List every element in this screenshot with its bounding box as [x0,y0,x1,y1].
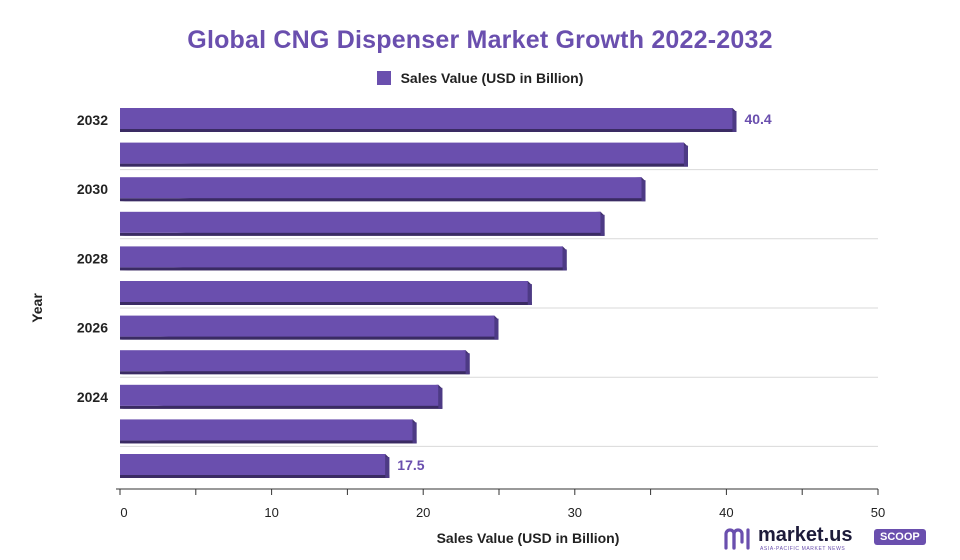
bar-2028 [120,246,567,271]
bar [120,384,439,406]
y-tick-label: 2024 [77,389,108,405]
bar-2022 [120,454,390,478]
bar [120,281,528,302]
bar-2023 [120,419,417,444]
x-tick-label: 40 [719,505,733,520]
bar-2026 [120,315,499,340]
bar-side [412,422,417,444]
brand-badge: SCOOP [874,529,926,545]
legend-label: Sales Value (USD in Billion) [400,70,584,86]
bar-side [527,284,532,305]
bar-bottom-edge [120,129,737,132]
bar-layer [120,108,737,478]
axis-layer [116,488,879,495]
bar-bottom-edge [120,475,390,478]
bar-side [438,387,443,409]
brand-mark-icon [724,528,750,550]
bar [120,211,601,233]
bar-2030 [120,177,646,202]
y-tick-label: 2032 [77,112,108,128]
data-label: 17.5 [397,457,424,473]
x-axis-label: Sales Value (USD in Billion) [436,530,620,546]
brand-logo: market.us ASIA-PACIFIC MARKET NEWS SCOOP [724,522,936,554]
bar-bottom-edge [120,163,688,167]
bar [120,315,495,337]
bar-bottom-edge [120,267,567,271]
bar-bottom-edge [120,232,605,236]
chart-title: Global CNG Dispenser Market Growth 2022-… [187,26,773,54]
brand-tagline: ASIA-PACIFIC MARKET NEWS [760,546,846,552]
bar-2025 [120,350,470,375]
bar-side [385,457,390,478]
x-tick-label: 0 [120,505,127,520]
x-tick-label: 30 [568,505,582,520]
bar [120,419,413,441]
bar-2031 [120,142,688,167]
bar-bottom-edge [120,405,443,409]
bar-side [641,180,646,202]
y-tick-label: 2026 [77,320,108,336]
bar [120,454,386,475]
grid-layer [120,169,878,447]
bar-bottom-edge [120,302,532,305]
data-label: 40.4 [744,111,771,127]
bar-bottom-edge [120,440,417,444]
legend: Sales Value (USD in Billion) [0,70,960,86]
bar-side [600,214,605,236]
brand-name: market.us [758,524,853,546]
bar-side [683,145,688,167]
bar-side [732,111,737,132]
x-tick-label: 20 [416,505,430,520]
bar-bottom-edge [120,198,646,202]
bar-2032 [120,108,737,132]
bar-side [494,318,499,340]
bar-side [562,249,567,271]
bar-2027 [120,281,532,305]
bar-2024 [120,384,443,409]
bar-bottom-edge [120,371,470,375]
bar [120,177,642,199]
bar [120,246,563,268]
y-tick-label: 2030 [77,181,108,197]
bar [120,350,466,372]
legend-swatch [376,71,391,85]
bar [120,108,733,129]
bar [120,142,684,164]
bar-bottom-edge [120,336,499,340]
bar-2029 [120,211,605,236]
bar-side [465,353,470,375]
x-tick-label: 10 [264,505,278,520]
x-tick-label: 50 [871,505,885,520]
y-tick-label: 2028 [77,250,108,266]
